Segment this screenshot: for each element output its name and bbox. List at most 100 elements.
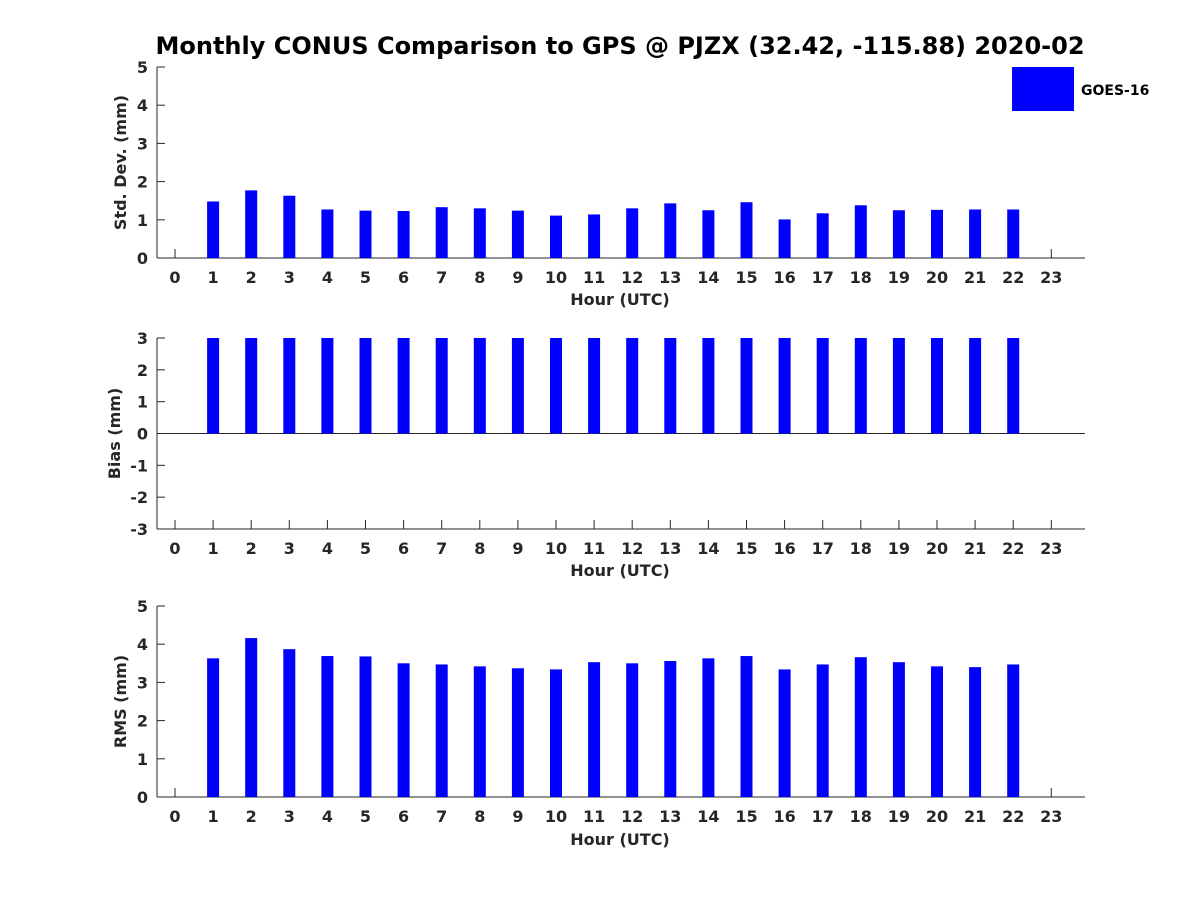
y-tick-label: 5 (137, 597, 148, 616)
x-tick-label: 2 (246, 539, 257, 558)
x-tick-label: 5 (360, 807, 371, 826)
bar-hour-11 (588, 662, 601, 797)
bar-hour-10 (550, 669, 562, 797)
x-tick-label: 8 (474, 807, 485, 826)
bar-hour-7 (435, 207, 448, 258)
y-tick-label: 5 (137, 58, 148, 77)
x-tick-label: 1 (208, 807, 219, 826)
x-tick-label: 13 (659, 268, 681, 287)
y-tick-label: 0 (137, 425, 148, 444)
x-tick-label: 11 (583, 807, 605, 826)
bar-hour-5 (359, 210, 372, 258)
y-tick-label: -1 (130, 456, 148, 475)
x-tick-label: 3 (284, 807, 295, 826)
bar-hour-1 (207, 201, 220, 258)
bar-hour-11 (588, 338, 601, 434)
x-tick-label: 4 (322, 807, 333, 826)
bar-hour-12 (626, 338, 639, 434)
bar-hour-9 (511, 210, 524, 258)
bar-hour-11 (588, 214, 601, 258)
bar-hour-15 (740, 338, 753, 434)
x-tick-label: 19 (888, 807, 910, 826)
x-axis-label: Hour (UTC) (570, 830, 670, 849)
x-tick-label: 9 (512, 539, 523, 558)
legend: GOES-16 (1012, 67, 1149, 111)
bar-hour-14 (702, 210, 715, 258)
bar-hour-20 (931, 338, 943, 434)
x-tick-label: 23 (1040, 807, 1062, 826)
x-tick-label: 22 (1002, 539, 1024, 558)
bar-hour-2 (245, 638, 258, 797)
bar-hour-16 (778, 338, 791, 434)
x-tick-label: 0 (169, 539, 180, 558)
y-tick-label: 3 (137, 673, 148, 692)
x-tick-label: 9 (512, 807, 523, 826)
x-tick-label: 11 (583, 268, 605, 287)
x-axis-label: Hour (UTC) (570, 290, 670, 309)
bar-hour-15 (740, 656, 753, 797)
x-tick-label: 4 (322, 268, 333, 287)
x-tick-label: 14 (697, 807, 719, 826)
bar-hour-20 (931, 666, 943, 797)
x-tick-label: 17 (812, 539, 834, 558)
x-tick-label: 16 (773, 268, 795, 287)
bar-hour-13 (664, 338, 677, 434)
bar-hour-14 (702, 658, 715, 797)
bar-hour-16 (778, 669, 791, 797)
y-tick-label: 1 (137, 393, 148, 412)
x-tick-label: 21 (964, 539, 986, 558)
y-axis-label: Std. Dev. (mm) (111, 95, 130, 230)
x-tick-label: 16 (773, 807, 795, 826)
y-axis-label: Bias (mm) (105, 388, 124, 480)
bar-hour-18 (854, 338, 867, 434)
y-tick-label: -2 (130, 488, 148, 507)
bar-hour-18 (854, 205, 867, 258)
x-tick-label: 17 (812, 268, 834, 287)
x-axis-label: Hour (UTC) (570, 561, 670, 580)
bar-hour-6 (397, 211, 410, 258)
x-tick-label: 9 (512, 268, 523, 287)
x-tick-label: 19 (888, 268, 910, 287)
x-tick-label: 1 (208, 539, 219, 558)
x-tick-label: 14 (697, 539, 719, 558)
bar-hour-22 (1007, 664, 1020, 797)
bar-hour-19 (892, 662, 905, 797)
bar-hour-19 (892, 338, 905, 434)
bar-hour-17 (816, 213, 829, 258)
bar-hour-13 (664, 203, 677, 258)
x-tick-label: 13 (659, 539, 681, 558)
y-tick-label: 0 (137, 788, 148, 807)
bar-hour-13 (664, 661, 677, 797)
bar-hour-8 (473, 666, 486, 797)
bar-hour-1 (207, 338, 220, 434)
bar-hour-6 (397, 663, 410, 797)
bar-hour-4 (321, 656, 334, 797)
x-tick-label: 8 (474, 268, 485, 287)
x-tick-label: 22 (1002, 807, 1024, 826)
x-tick-label: 12 (621, 268, 643, 287)
bar-hour-4 (321, 338, 334, 434)
y-tick-label: 2 (137, 712, 148, 731)
y-tick-label: 4 (137, 96, 148, 115)
bar-hour-7 (435, 338, 448, 434)
bar-hour-18 (854, 657, 867, 797)
bar-hour-7 (435, 664, 448, 797)
bar-hour-17 (816, 664, 829, 797)
bar-hour-10 (550, 215, 562, 258)
x-tick-label: 22 (1002, 268, 1024, 287)
bar-hour-2 (245, 338, 258, 434)
bar-hour-3 (283, 195, 296, 258)
bar-hour-14 (702, 338, 715, 434)
x-tick-label: 18 (850, 539, 872, 558)
bar-hour-16 (778, 219, 791, 258)
bar-hour-3 (283, 338, 296, 434)
y-tick-label: 3 (137, 134, 148, 153)
x-tick-label: 7 (436, 807, 447, 826)
x-tick-label: 0 (169, 268, 180, 287)
bar-hour-20 (931, 209, 943, 258)
x-tick-label: 5 (360, 539, 371, 558)
y-tick-label: 1 (137, 750, 148, 769)
x-tick-label: 0 (169, 807, 180, 826)
